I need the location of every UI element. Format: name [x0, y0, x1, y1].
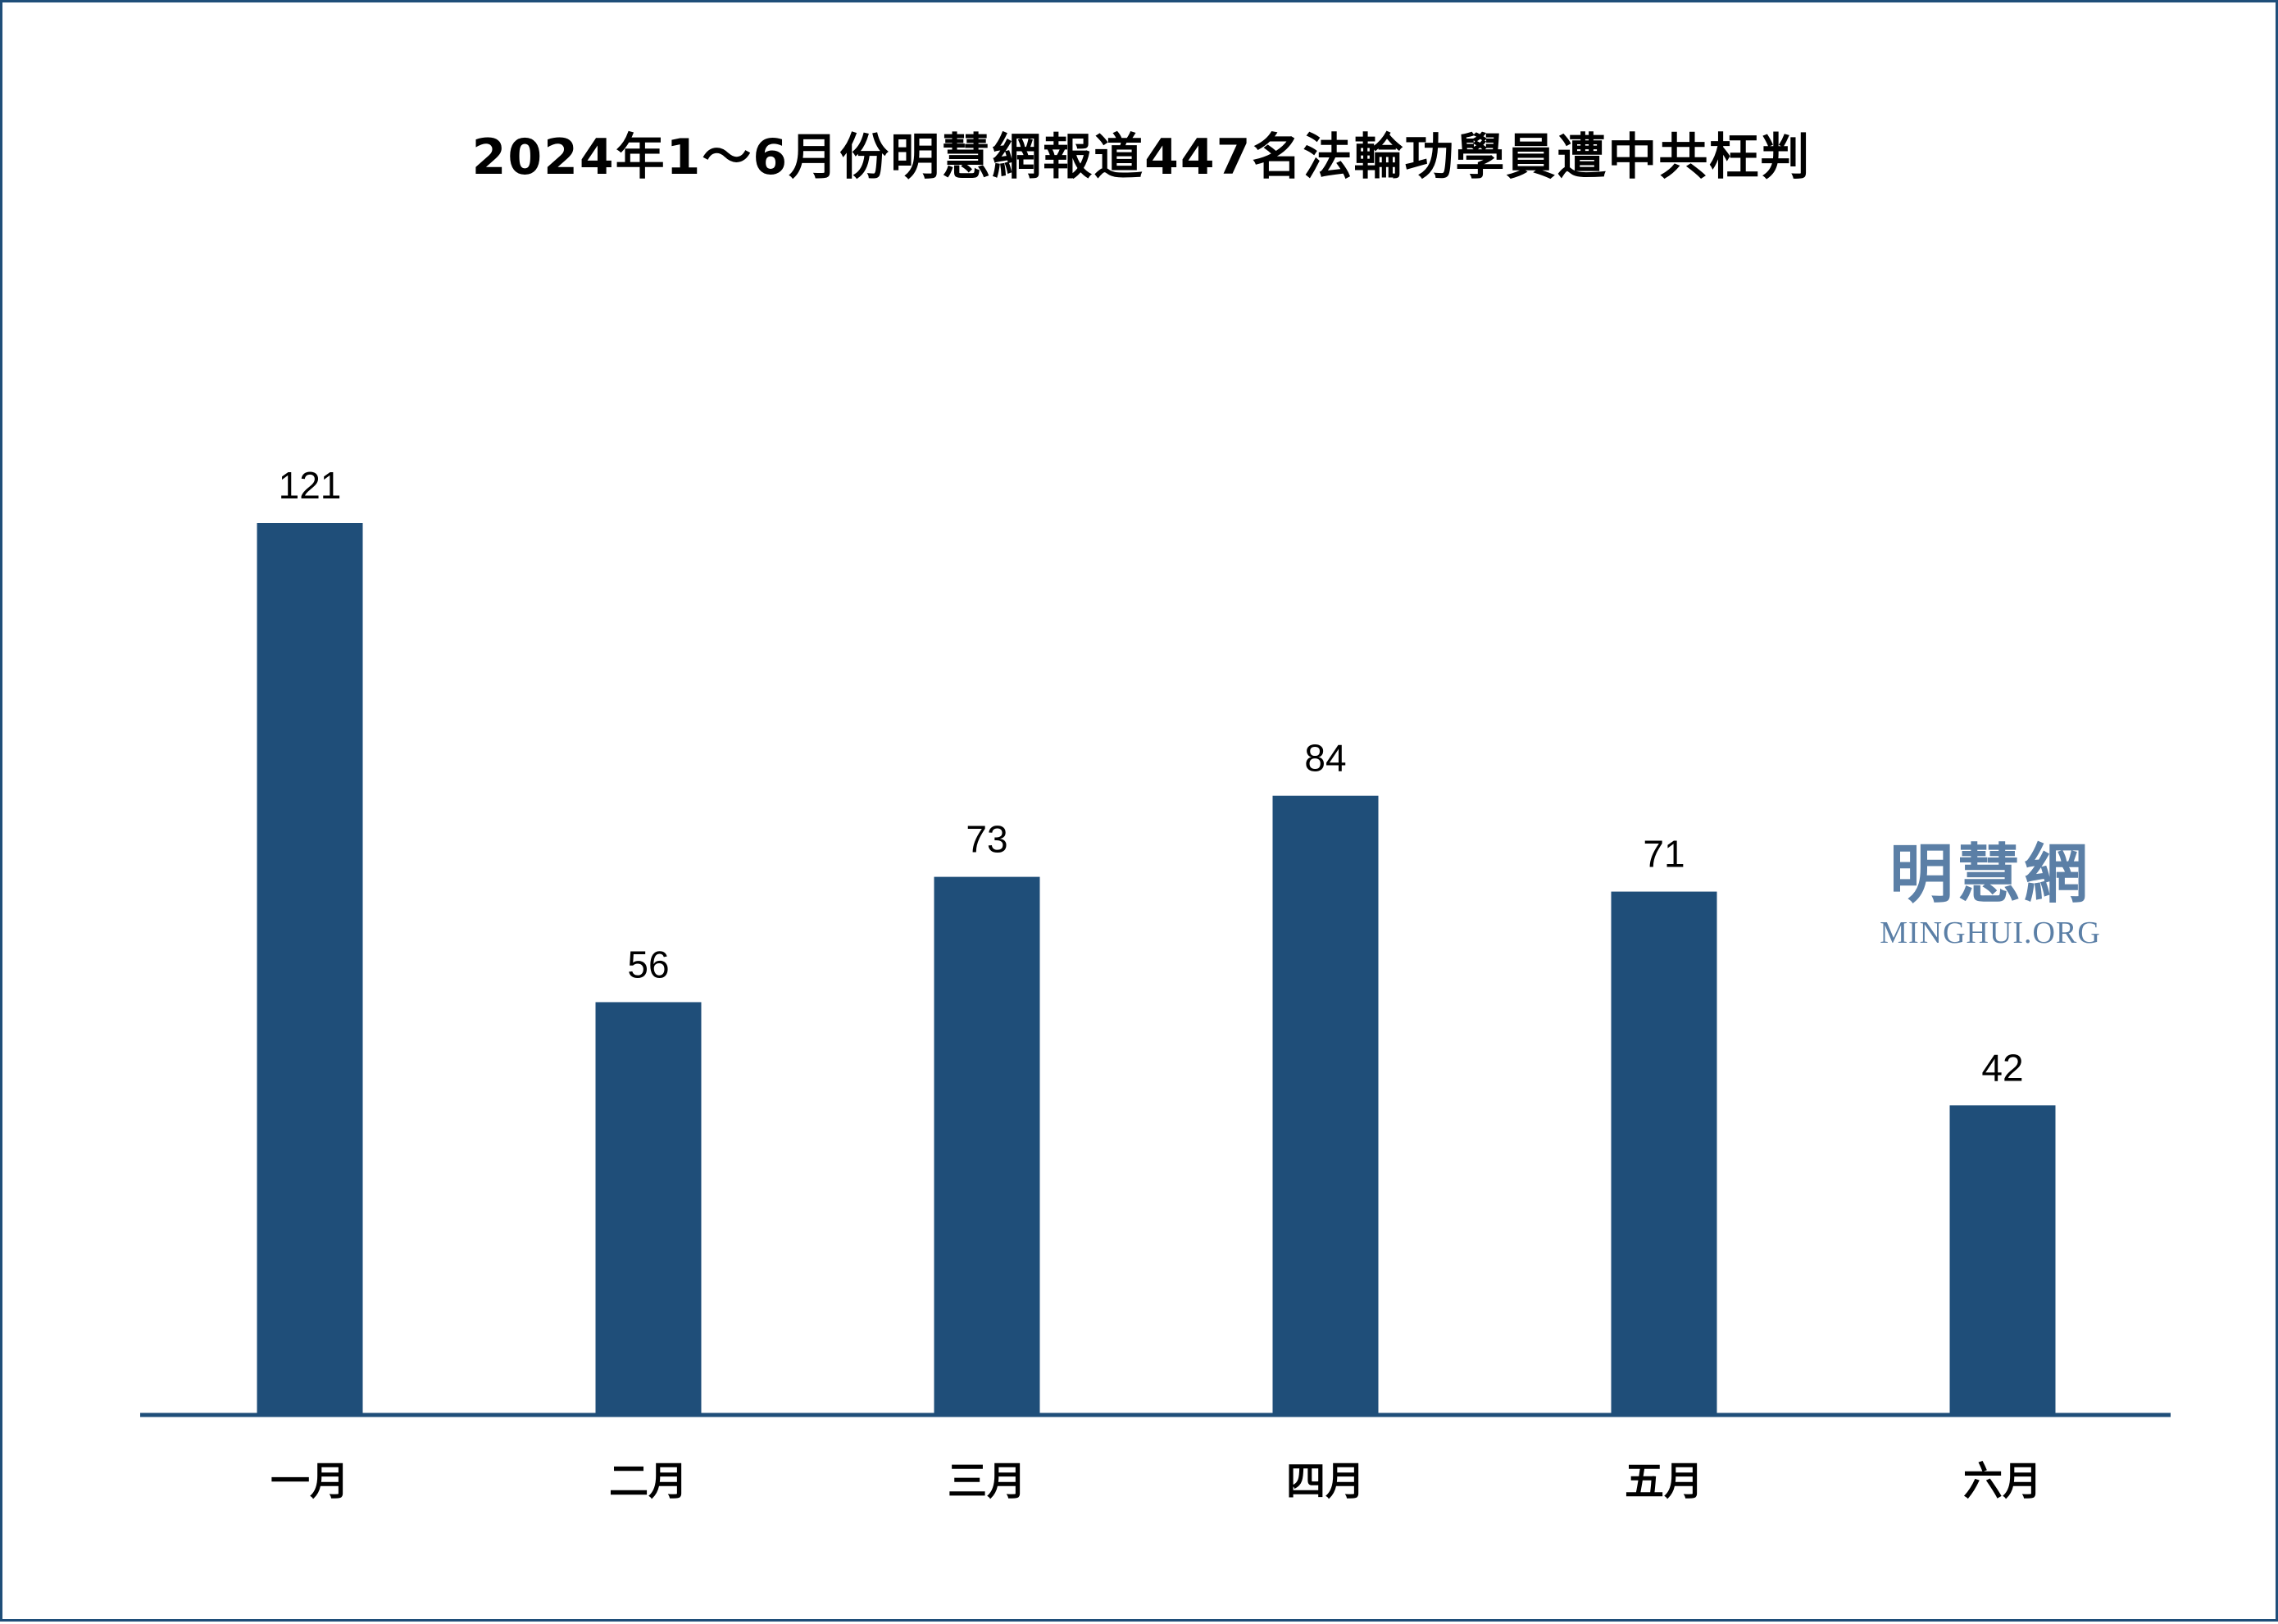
- value-labels-layer: 121 56 73 84 71 42: [279, 464, 2024, 1089]
- value-label-2: 56: [627, 943, 669, 985]
- category-labels-layer: 一月 二月 三月 四月 五月 六月: [271, 1458, 2042, 1504]
- minghui-logo: 明慧網 MINGHUI.ORG: [1847, 843, 2134, 951]
- value-label-6: 42: [1981, 1046, 2023, 1089]
- value-label-4: 84: [1304, 737, 1346, 780]
- value-label-5: 71: [1643, 833, 1685, 876]
- bar-5: [1611, 891, 1717, 1415]
- value-label-1: 121: [279, 464, 342, 507]
- bar-6: [1949, 1105, 2056, 1415]
- minghui-logo-english: MINGHUI.ORG: [1880, 916, 2101, 950]
- bar-3: [934, 876, 1040, 1415]
- category-label-1: 一月: [271, 1458, 349, 1504]
- chart-title: 2024年1～6月份明慧網報道447名法輪功學員遭中共枉判: [471, 129, 1812, 186]
- bar-2: [595, 1002, 702, 1415]
- minghui-logo-chinese: 明慧網: [1889, 837, 2091, 912]
- bar-4: [1272, 795, 1379, 1415]
- category-label-3: 三月: [948, 1458, 1026, 1504]
- category-label-6: 六月: [1963, 1458, 2042, 1504]
- category-label-5: 五月: [1625, 1458, 1703, 1504]
- category-label-4: 四月: [1286, 1458, 1365, 1504]
- bars-layer: [257, 523, 2056, 1415]
- bar-1: [257, 523, 363, 1415]
- category-label-2: 二月: [609, 1458, 688, 1504]
- value-label-3: 73: [966, 818, 1007, 861]
